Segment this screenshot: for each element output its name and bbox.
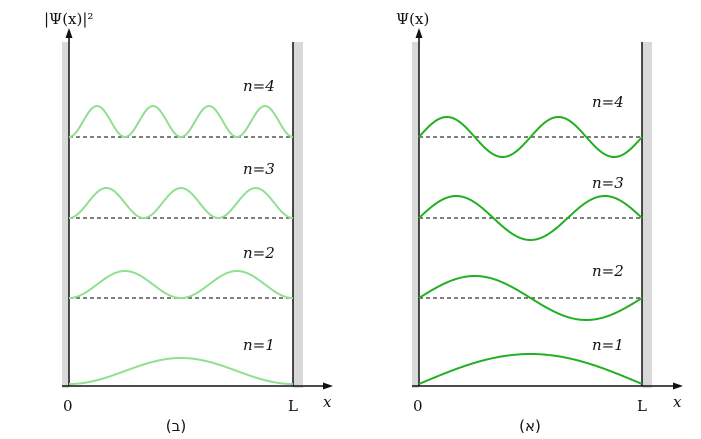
x-axis-arrow [673, 383, 683, 390]
panel-caption: (ב) [166, 417, 186, 435]
level-label-n3: n=3 [592, 174, 624, 192]
level-label-n4: n=4 [243, 77, 275, 95]
y-axis-arrow [416, 28, 423, 38]
x-end-label: L [288, 397, 298, 415]
level-label-n1: n=1 [592, 336, 624, 354]
x-axis-label: x [323, 393, 332, 411]
x-origin-label: 0 [413, 397, 423, 415]
left-wall [62, 42, 69, 388]
density-curve-n4 [69, 106, 293, 137]
x-end-label: L [637, 397, 647, 415]
level-label-n3: n=3 [243, 160, 275, 178]
x-axis-arrow [323, 383, 333, 390]
x-origin-label: 0 [63, 397, 73, 415]
right-wall [293, 42, 303, 388]
panel-caption: (א) [519, 417, 541, 435]
y-axis-label: |Ψ(x)|² [44, 10, 93, 28]
wavefunction-curve-n1 [419, 354, 642, 384]
level-label-n4: n=4 [592, 93, 624, 111]
panel-wavefunction: n=1 n=2 n=3 n=4 Ψ(x) x 0 L (א) [396, 10, 683, 435]
y-axis-label: Ψ(x) [396, 10, 429, 28]
left-wall [412, 42, 419, 388]
level-label-n2: n=2 [243, 244, 275, 262]
density-curve-n3 [69, 188, 293, 218]
density-curve-n2 [69, 271, 293, 298]
y-axis-arrow [66, 28, 73, 38]
panel-probability-density: n=1 n=2 n=3 n=4 |Ψ(x)|² x 0 L (ב) [44, 10, 333, 435]
level-label-n2: n=2 [592, 262, 624, 280]
density-curve-n1 [69, 358, 293, 384]
x-axis-label: x [673, 393, 682, 411]
level-label-n1: n=1 [243, 336, 275, 354]
right-wall [642, 42, 652, 388]
